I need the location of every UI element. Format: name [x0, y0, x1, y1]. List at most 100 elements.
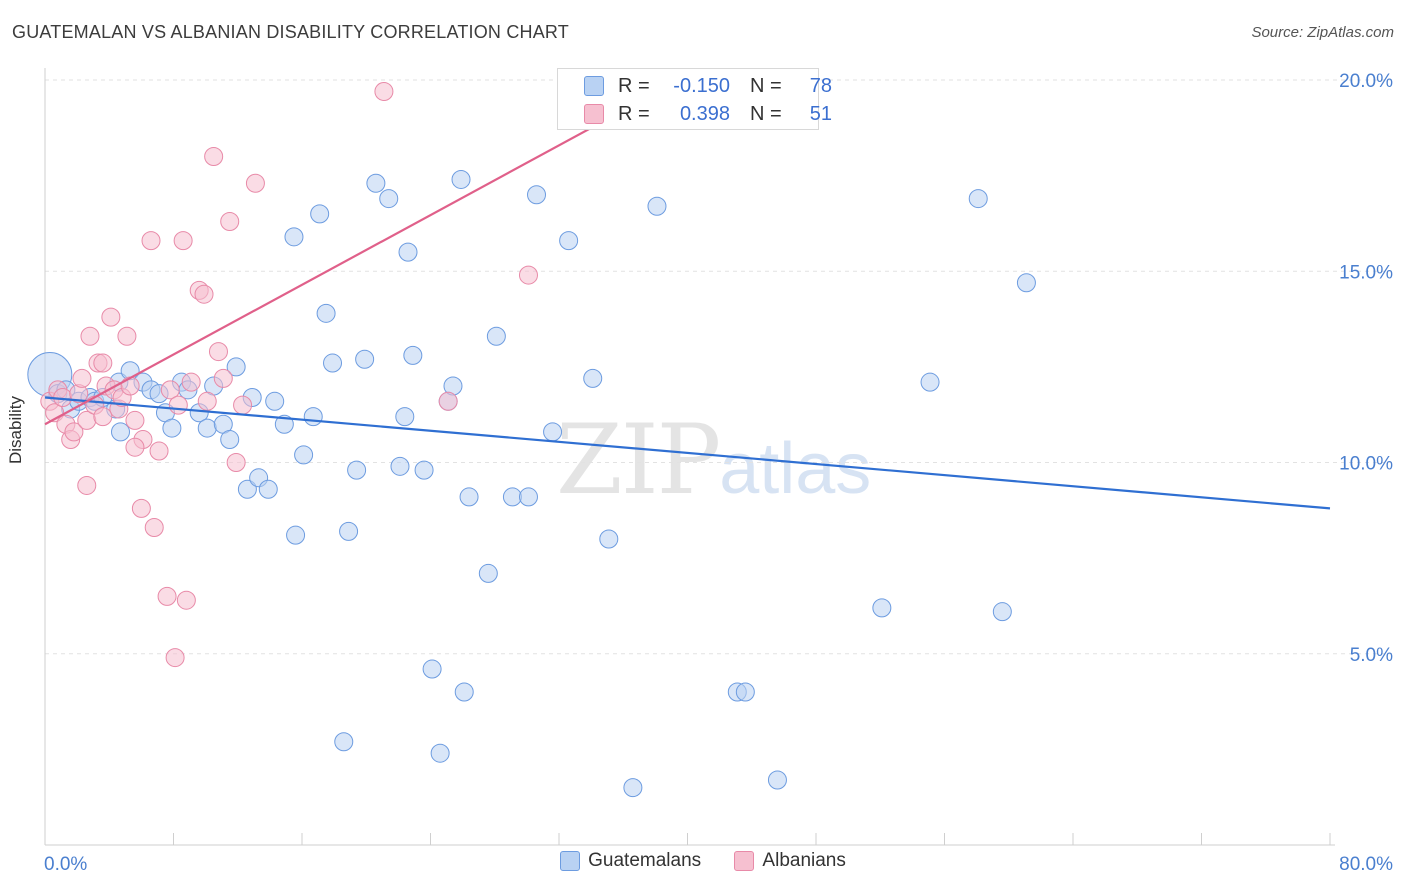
- data-point-albanians: [157, 586, 177, 606]
- data-point-guatemalans: [274, 414, 294, 434]
- chart-legend: Guatemalans Albanians: [0, 850, 1406, 877]
- data-point-guatemalans: [414, 460, 434, 480]
- data-point-albanians: [144, 518, 164, 538]
- data-point-guatemalans: [527, 185, 547, 205]
- data-point-albanians: [176, 590, 196, 610]
- data-point-guatemalans: [543, 422, 563, 442]
- watermark: ZIPatlas: [556, 404, 871, 516]
- data-point-guatemalans: [237, 479, 257, 499]
- data-point-guatemalans: [366, 173, 386, 193]
- data-point-albanians: [93, 353, 113, 373]
- data-point-guatemalans: [647, 196, 667, 216]
- data-point-guatemalans: [226, 357, 246, 377]
- data-point-albanians: [226, 453, 246, 472]
- data-point-guatemalans: [323, 353, 343, 373]
- data-point-albanians: [64, 422, 84, 442]
- data-point-guatemalans: [872, 598, 892, 618]
- data-point-guatemalans: [623, 778, 643, 798]
- data-point-albanians: [204, 147, 224, 166]
- chart-title: GUATEMALAN VS ALBANIAN DISABILITY CORREL…: [12, 22, 570, 42]
- data-point-albanians: [245, 173, 265, 193]
- data-point-guatemalans: [767, 770, 787, 790]
- data-point-guatemalans: [502, 487, 522, 507]
- data-point-guatemalans: [430, 743, 450, 763]
- legend-item-guatemalans[interactable]: Guatemalans: [560, 850, 701, 872]
- data-point-guatemalans: [451, 169, 471, 189]
- stats-n-label: N =: [750, 74, 782, 97]
- data-point-albanians: [101, 307, 121, 327]
- data-point-guatemalans: [294, 445, 314, 465]
- data-point-guatemalans: [599, 529, 619, 549]
- data-point-guatemalans: [347, 460, 367, 480]
- data-point-guatemalans: [390, 456, 410, 476]
- data-point-albanians: [160, 380, 180, 400]
- data-point-guatemalans: [355, 349, 375, 369]
- watermark-zip: ZIP: [556, 404, 721, 516]
- data-point-albanians: [438, 391, 458, 411]
- data-point-albanians: [374, 81, 394, 101]
- data-point-guatemalans: [220, 430, 240, 450]
- stats-r-value: -0.150: [673, 74, 730, 97]
- stats-r-label: R =: [618, 74, 650, 97]
- data-point-albanians: [208, 342, 228, 362]
- legend-label-guatemalans: Guatemalans: [588, 850, 702, 871]
- stats-n-value: 78: [809, 74, 832, 97]
- trend-line-guatemalans: [44, 396, 1331, 510]
- data-point-guatemalans: [422, 659, 442, 679]
- data-point-guatemalans: [284, 227, 304, 247]
- y-tick-label: 20.0%: [1339, 71, 1393, 92]
- data-point-guatemalans: [379, 189, 399, 209]
- data-point-guatemalans: [110, 422, 130, 442]
- stats-swatch-guatemalans: [584, 76, 604, 96]
- stats-r-label: R =: [618, 102, 650, 125]
- data-point-guatemalans: [518, 487, 538, 507]
- data-point-albanians: [168, 395, 188, 415]
- data-point-albanians: [181, 372, 201, 392]
- data-point-guatemalans: [992, 602, 1012, 622]
- data-point-guatemalans: [316, 303, 336, 323]
- data-point-guatemalans: [454, 682, 474, 702]
- legend-swatch-guatemalans: [560, 851, 581, 871]
- data-point-albanians: [80, 326, 100, 346]
- stats-legend: R = -0.150 N = 78 R = 0.398 N = 51: [557, 68, 832, 130]
- data-point-albanians: [165, 648, 185, 668]
- data-point-guatemalans: [478, 563, 498, 583]
- data-point-albanians: [77, 475, 97, 495]
- y-tick-label: 10.0%: [1339, 454, 1393, 475]
- data-point-guatemalans: [258, 479, 278, 499]
- data-point-albanians: [72, 368, 92, 388]
- y-axis-label: Disability: [6, 395, 25, 465]
- data-point-albanians: [518, 265, 538, 285]
- data-point-albanians: [131, 498, 151, 518]
- data-point-albanians: [93, 407, 113, 427]
- data-point-guatemalans: [334, 732, 354, 752]
- x-tick-label: 0.0%: [44, 854, 87, 875]
- data-point-guatemalans: [286, 525, 306, 545]
- trend-line-albanians: [44, 79, 680, 426]
- data-point-guatemalans: [197, 418, 217, 438]
- y-tick-label: 5.0%: [1350, 645, 1393, 666]
- data-point-guatemalans: [459, 487, 479, 507]
- data-point-albanians: [125, 410, 145, 430]
- y-tick-label: 15.0%: [1339, 262, 1393, 283]
- stats-n-label: N =: [750, 102, 782, 125]
- data-point-guatemalans: [162, 418, 182, 438]
- data-point-guatemalans: [583, 368, 603, 388]
- data-point-guatemalans: [395, 407, 415, 427]
- data-point-albanians: [141, 231, 161, 251]
- legend-item-albanians[interactable]: Albanians: [734, 850, 846, 872]
- data-point-guatemalans: [403, 345, 423, 365]
- data-point-guatemalans: [398, 242, 418, 262]
- source-label: Source: ZipAtlas.com: [1251, 24, 1394, 41]
- data-point-guatemalans: [265, 391, 285, 411]
- data-point-guatemalans: [968, 189, 988, 209]
- data-point-guatemalans: [486, 326, 506, 346]
- watermark-atlas: atlas: [719, 429, 872, 509]
- data-point-albanians: [120, 376, 140, 396]
- stats-r-value: 0.398: [679, 102, 730, 125]
- data-point-guatemalans: [303, 407, 323, 427]
- data-point-albanians: [125, 437, 145, 457]
- data-point-albanians: [233, 395, 253, 415]
- stats-row-guatemalans: R = -0.150 N = 78: [584, 72, 832, 100]
